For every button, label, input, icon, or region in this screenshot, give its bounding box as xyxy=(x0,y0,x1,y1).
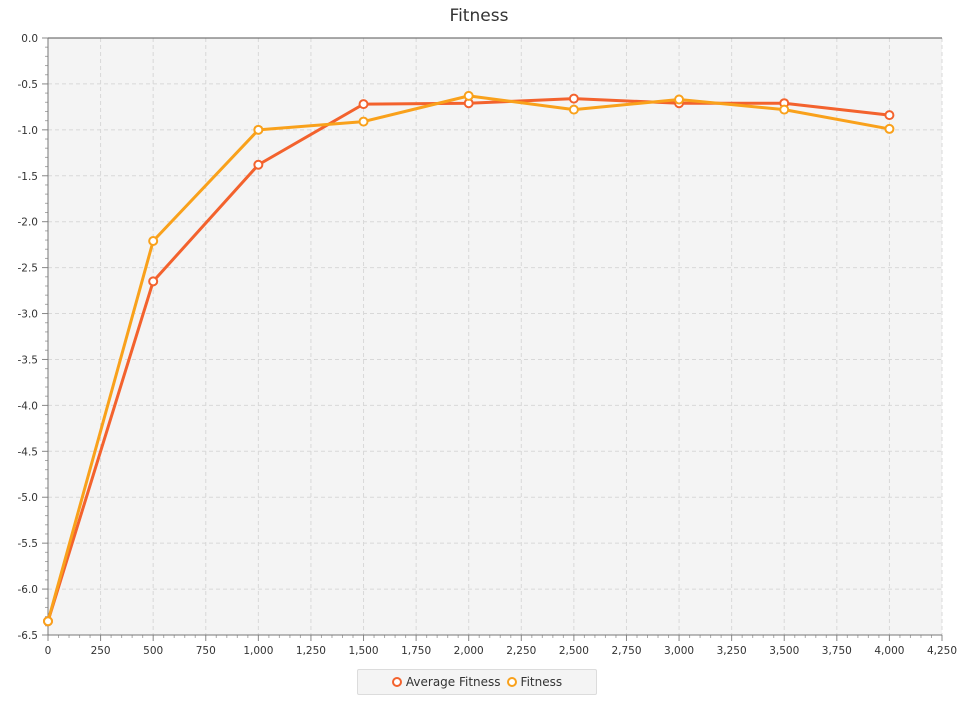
x-tick-label: 2,250 xyxy=(506,645,536,657)
y-tick-label: -3.5 xyxy=(18,354,39,366)
legend-label: Average Fitness xyxy=(405,675,501,689)
data-point-series-1 xyxy=(674,94,685,105)
data-point-series-1 xyxy=(253,124,264,135)
y-tick-label: -2.0 xyxy=(18,217,39,229)
x-tick-label: 2,750 xyxy=(611,645,641,657)
data-point-series-1 xyxy=(358,116,369,127)
data-point-series-1 xyxy=(43,616,53,627)
y-tick-label: -1.5 xyxy=(18,171,39,183)
data-point-series-1 xyxy=(779,104,790,115)
x-tick-label: 750 xyxy=(196,645,216,657)
legend-item: Fitness xyxy=(506,675,563,689)
x-tick-label: 2,000 xyxy=(454,645,484,657)
x-tick-label: 0 xyxy=(45,645,52,657)
y-tick-label: 0.0 xyxy=(21,33,38,45)
y-tick-label: -0.5 xyxy=(18,79,39,91)
legend-item: Average Fitness xyxy=(391,675,501,689)
grid-lines xyxy=(48,38,943,635)
x-tick-label: 4,250 xyxy=(927,645,957,657)
plot-background xyxy=(48,38,942,635)
data-point-series-0 xyxy=(253,159,264,170)
chart-title: Fitness xyxy=(449,6,509,26)
x-tick-label: 3,500 xyxy=(769,645,799,657)
x-tick-label: 1,250 xyxy=(296,645,326,657)
data-point-series-1 xyxy=(884,123,895,134)
data-point-series-1 xyxy=(568,104,579,115)
x-tick-label: 250 xyxy=(91,645,111,657)
data-point-series-0 xyxy=(884,110,895,121)
y-tick-label: -6.0 xyxy=(18,584,39,596)
data-point-series-0 xyxy=(568,93,579,104)
x-tick-label: 2,500 xyxy=(559,645,589,657)
x-tick-label: 1,750 xyxy=(401,645,431,657)
legend-symbol xyxy=(506,677,517,687)
data-point-series-1 xyxy=(463,90,474,101)
chart-legend: Average Fitness Fitness xyxy=(357,669,597,695)
x-tick-label: 1,500 xyxy=(348,645,378,657)
x-tick-label: 3,250 xyxy=(717,645,747,657)
data-point-series-0 xyxy=(148,276,159,287)
x-tick-label: 3,000 xyxy=(664,645,694,657)
legend-label: Fitness xyxy=(520,675,563,689)
y-tick-label: -1.0 xyxy=(18,125,39,137)
data-point-series-0 xyxy=(358,99,369,110)
y-tick-label: -5.5 xyxy=(18,538,39,550)
y-tick-label: -3.0 xyxy=(18,309,39,321)
legend-symbol xyxy=(391,677,402,687)
y-tick-label: -4.5 xyxy=(18,446,39,458)
x-tick-label: 3,750 xyxy=(822,645,852,657)
y-tick-label: -4.0 xyxy=(18,400,39,412)
y-tick-label: -2.5 xyxy=(18,263,39,275)
x-tick-label: 500 xyxy=(143,645,163,657)
y-tick-label: -5.0 xyxy=(18,492,39,504)
x-tick-label: 4,000 xyxy=(874,645,904,657)
x-tick-label: 1,000 xyxy=(243,645,273,657)
y-tick-label: -6.5 xyxy=(18,630,39,642)
data-point-series-1 xyxy=(148,235,159,246)
